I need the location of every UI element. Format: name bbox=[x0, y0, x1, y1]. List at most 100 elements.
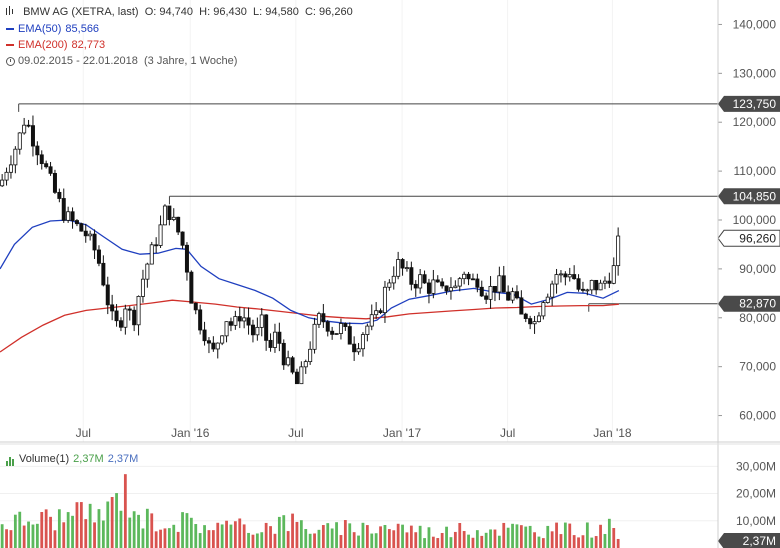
volume-bar bbox=[616, 538, 620, 548]
candle-body bbox=[475, 278, 480, 288]
volume-bar bbox=[260, 532, 264, 548]
candle-body bbox=[272, 331, 277, 348]
volume-bar bbox=[185, 513, 189, 548]
volume-bar bbox=[53, 530, 57, 548]
volume-tick-label: 10,00M bbox=[736, 514, 776, 528]
candle-body bbox=[360, 334, 365, 350]
volume-bar bbox=[181, 512, 184, 548]
price-tick-label: 100,000 bbox=[733, 213, 777, 227]
candle-body bbox=[409, 267, 414, 285]
candle-body bbox=[246, 317, 251, 326]
volume-bar bbox=[110, 497, 114, 548]
candle-body bbox=[162, 205, 167, 226]
volume-bar bbox=[304, 529, 308, 548]
x-tick-label: Jan '18 bbox=[593, 426, 632, 440]
volume-bar bbox=[541, 538, 545, 548]
candle-body bbox=[132, 309, 137, 326]
candle-body bbox=[110, 304, 115, 312]
candle-body bbox=[17, 132, 22, 150]
candle-body bbox=[184, 244, 189, 273]
candle-body bbox=[299, 366, 304, 385]
volume-bar bbox=[233, 521, 237, 548]
volume-bar bbox=[176, 531, 180, 548]
volume-bar bbox=[198, 533, 202, 548]
volume-bar bbox=[229, 524, 233, 548]
legend-period: 09.02.2015 - 22.01.2018 (3 Jahre, 1 Woch… bbox=[6, 55, 237, 67]
candle-body bbox=[303, 361, 308, 368]
candle-body bbox=[228, 321, 233, 326]
candle-body bbox=[88, 233, 93, 237]
candle-body bbox=[382, 286, 387, 313]
candle-body bbox=[264, 314, 269, 341]
volume-bar bbox=[62, 522, 66, 548]
candle-body bbox=[74, 220, 79, 225]
candle-body bbox=[470, 278, 475, 281]
volume-bar bbox=[277, 516, 281, 548]
candle-body bbox=[39, 154, 44, 165]
volume-bar bbox=[343, 520, 347, 548]
candle-body bbox=[453, 285, 458, 289]
volume-bar bbox=[79, 502, 83, 548]
reference-lines: 123,750 104,850 82,870 96,260 2,37M bbox=[18, 95, 780, 548]
candle-body bbox=[321, 313, 326, 323]
volume-bar bbox=[440, 533, 444, 548]
volume-bars bbox=[0, 474, 620, 548]
candle-body bbox=[330, 330, 335, 335]
candle-body bbox=[202, 329, 207, 342]
volume-bar bbox=[207, 530, 211, 548]
candle-body bbox=[105, 284, 110, 306]
candle-body bbox=[158, 224, 163, 246]
candle-body bbox=[294, 371, 299, 385]
volume-bar bbox=[57, 509, 61, 548]
price-tick-label: 80,000 bbox=[739, 311, 776, 325]
volume-bar bbox=[524, 526, 528, 548]
candle-body bbox=[607, 280, 612, 284]
period-range: 09.02.2015 - 22.01.2018 bbox=[18, 55, 138, 67]
candle-body bbox=[61, 198, 66, 221]
candle-body bbox=[440, 281, 445, 287]
volume-bar bbox=[449, 537, 453, 548]
candle-body bbox=[8, 164, 13, 173]
volume-bar bbox=[577, 537, 580, 548]
candle-body bbox=[281, 342, 286, 366]
candle-body bbox=[149, 244, 154, 265]
volume-bar bbox=[427, 527, 431, 548]
volume-bar bbox=[471, 537, 475, 548]
candle-body bbox=[176, 216, 181, 233]
volume-bar bbox=[247, 532, 250, 548]
volume-bar bbox=[27, 521, 30, 548]
volume-bar bbox=[194, 524, 198, 548]
volume-value-2: 2,37M bbox=[107, 453, 139, 465]
candle-body bbox=[277, 331, 282, 344]
candle-body bbox=[387, 282, 392, 288]
volume-bar bbox=[128, 517, 132, 548]
reference-badge-label: 82,870 bbox=[739, 297, 776, 311]
volume-bar bbox=[251, 534, 255, 548]
candle-body bbox=[48, 166, 53, 174]
price-tick-label: 90,000 bbox=[739, 262, 776, 276]
ema200-line bbox=[0, 299, 619, 353]
volume-bar bbox=[84, 519, 88, 548]
candle-body bbox=[83, 230, 88, 237]
volume-bar bbox=[255, 533, 259, 548]
ema200-swatch bbox=[6, 44, 14, 47]
volume-bar bbox=[154, 531, 158, 548]
volume-bar bbox=[559, 534, 563, 548]
candle-body bbox=[431, 279, 436, 294]
candle-body bbox=[118, 320, 123, 328]
candle-body bbox=[259, 314, 264, 328]
volume-bar bbox=[497, 535, 501, 548]
volume-bar bbox=[211, 530, 215, 548]
volume-bar bbox=[352, 532, 356, 548]
volume-label: Volume(1) bbox=[19, 453, 70, 465]
volume-bar bbox=[568, 523, 572, 548]
candle-body bbox=[576, 278, 581, 290]
candle-body bbox=[492, 285, 497, 293]
volume-bar bbox=[203, 525, 206, 548]
legend-ema200: EMA(200) 82,773 bbox=[6, 39, 105, 51]
ema200-label: EMA(200) bbox=[18, 39, 68, 51]
volume-bar bbox=[299, 520, 303, 548]
volume-bar bbox=[18, 511, 22, 548]
candle-body bbox=[123, 308, 128, 328]
volume-bar bbox=[484, 532, 488, 548]
